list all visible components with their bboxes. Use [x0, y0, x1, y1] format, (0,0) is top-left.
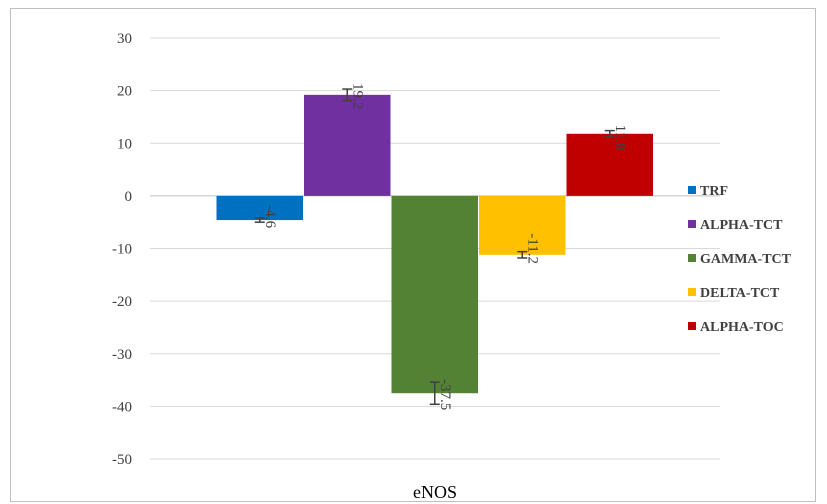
legend-entry: ALPHA-TOC — [700, 320, 784, 335]
bar-alpha-tct — [304, 94, 391, 196]
y-tick-label: 20 — [117, 84, 132, 100]
bar-alpha-toc — [566, 133, 653, 196]
legend-entry: TRF — [700, 184, 728, 199]
bars — [216, 94, 653, 394]
y-tick-label: -30 — [112, 347, 132, 363]
legend-entry: ALPHA-TCT — [700, 218, 783, 233]
y-tick-label: 10 — [117, 136, 132, 152]
bar-trf — [216, 195, 303, 221]
legend-swatch — [688, 220, 696, 228]
y-tick-label: -50 — [112, 452, 132, 468]
legend-entry: GAMMA-TCT — [700, 252, 792, 267]
x-category-label: eNOS — [413, 482, 457, 502]
bar-gamma-tct — [391, 195, 478, 394]
legend-swatch — [688, 186, 696, 194]
error-bars — [254, 88, 615, 406]
data-label: -37.5 — [437, 379, 453, 410]
data-label: 19.2 — [349, 83, 365, 109]
legend-swatch — [688, 254, 696, 262]
legend-swatch — [688, 288, 696, 296]
y-tick-label: 0 — [125, 189, 133, 205]
y-tick-label: -10 — [112, 242, 132, 258]
y-tick-label: 30 — [117, 31, 132, 47]
data-labels: -4.6 19.2 -37.5 -11.2 11.8 — [262, 83, 628, 410]
legend-swatch — [688, 322, 696, 330]
y-tick-label: -40 — [112, 399, 132, 415]
data-label: -11.2 — [524, 233, 540, 264]
data-label: 11.8 — [612, 125, 628, 151]
y-tick-label: -20 — [112, 294, 132, 310]
legend: TRF ALPHA-TCT GAMMA-TCT DELTA-TCT ALPHA-TOC — [688, 184, 792, 335]
y-axis-ticks: 30 20 10 0 -10 -20 -30 -40 -50 — [112, 31, 132, 468]
bar-delta-tct — [479, 195, 566, 255]
legend-entry: DELTA-TCT — [700, 286, 780, 301]
data-label: -4.6 — [262, 204, 278, 228]
